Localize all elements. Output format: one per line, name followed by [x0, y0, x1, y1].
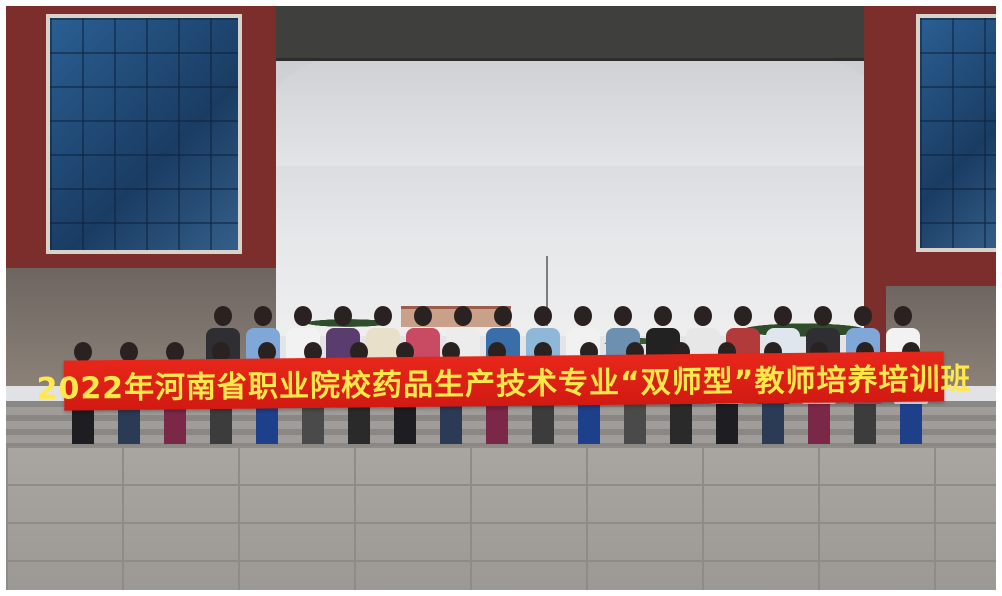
paved-plaza: [6, 446, 996, 590]
right-glass-window: [916, 14, 996, 252]
banner-text: 2022年河南省职业院校药品生产技术专业“双师型”教师培养培训班: [36, 362, 972, 407]
red-banner: 2022年河南省职业院校药品生产技术专业“双师型”教师培养培训班: [36, 351, 972, 411]
left-glass-window: [46, 14, 242, 254]
archway-beam: [261, 6, 901, 61]
group-photo: 2022年河南省职业院校药品生产技术专业“双师型”教师培养培训班: [6, 6, 996, 590]
